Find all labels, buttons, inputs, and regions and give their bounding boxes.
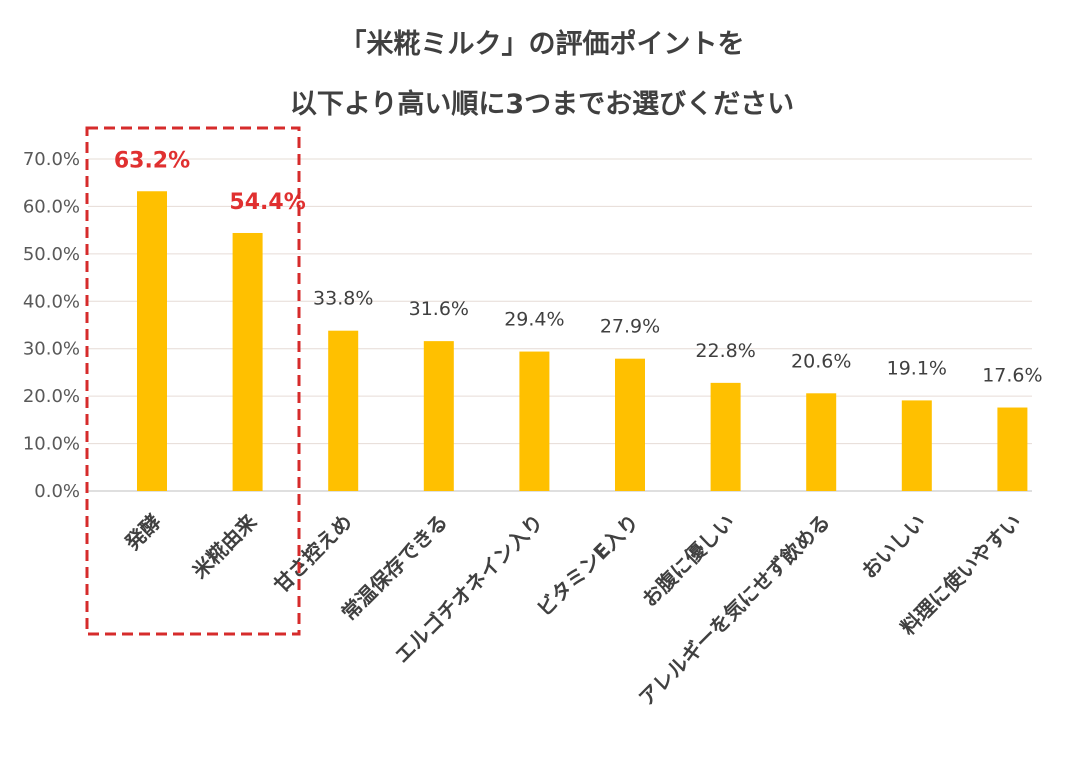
chart-title-line2: 以下より高い順に3つまでお選びください: [289, 89, 795, 120]
y-tick-label: 0.0%: [34, 481, 80, 502]
category-label: アレルギーを気にせず飲める: [634, 510, 835, 711]
y-tick-label: 60.0%: [23, 196, 80, 217]
data-label: 17.6%: [982, 365, 1042, 387]
category-label: 発酵: [120, 510, 166, 556]
data-label: 63.2%: [114, 148, 190, 173]
bar: [710, 382, 741, 491]
y-tick-label: 10.0%: [23, 434, 80, 455]
category-label: ビタミンE入り: [532, 510, 643, 621]
category-label: 甘さ控えめ: [269, 510, 357, 598]
data-label: 33.8%: [313, 288, 373, 310]
bar: [519, 351, 550, 491]
y-tick-label: 30.0%: [23, 339, 80, 360]
data-label: 29.4%: [504, 309, 564, 331]
data-label: 19.1%: [887, 357, 947, 379]
y-tick-label: 50.0%: [23, 244, 80, 265]
chart-title-line1: 「米糀ミルク」の評価ポイントを: [339, 29, 745, 60]
bar: [232, 232, 263, 491]
data-label: 31.6%: [409, 298, 469, 320]
bar: [997, 407, 1028, 491]
y-tick-label: 20.0%: [23, 386, 80, 407]
bar: [423, 341, 454, 491]
y-tick-label: 70.0%: [23, 149, 80, 170]
y-tick-label: 40.0%: [23, 291, 80, 312]
category-label: お腹に優しい: [637, 510, 739, 612]
data-label: 54.4%: [229, 190, 305, 215]
category-label: おいしい: [857, 510, 931, 584]
highlight-box: [85, 126, 301, 636]
bar: [615, 358, 645, 491]
bar: [901, 400, 932, 491]
bar: [328, 330, 359, 491]
data-label: 22.8%: [695, 340, 755, 362]
data-label: 27.9%: [600, 316, 660, 338]
bar: [137, 191, 167, 491]
category-label: 米糀由来: [188, 509, 262, 583]
data-label: 20.6%: [791, 350, 851, 372]
bar: [806, 393, 837, 491]
